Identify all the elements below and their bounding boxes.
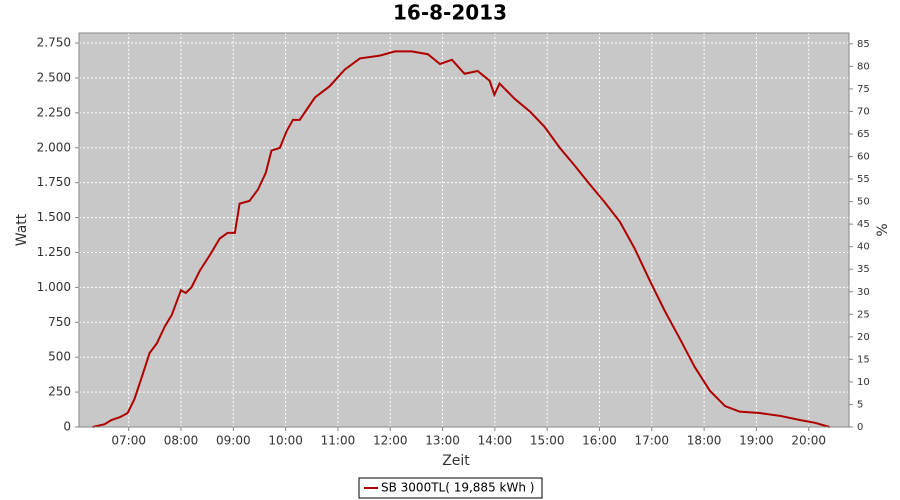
y2-tick-label: 30 xyxy=(857,287,870,298)
x-tick-label: 17:00 xyxy=(634,434,669,448)
y2-axis-label: % xyxy=(875,223,891,236)
y2-tick-label: 45 xyxy=(857,219,870,230)
x-tick-label: 14:00 xyxy=(478,434,513,448)
x-tick-label: 19:00 xyxy=(739,434,774,448)
y-tick-label: 0 xyxy=(63,420,71,434)
y2-tick-label: 65 xyxy=(857,129,870,140)
y-tick-label: 1.500 xyxy=(37,210,71,224)
y2-tick-label: 50 xyxy=(857,197,870,208)
y-tick-label: 1.750 xyxy=(37,175,71,189)
x-tick-label: 10:00 xyxy=(268,434,303,448)
y2-tick-label: 35 xyxy=(857,264,870,275)
y2-tick-label: 80 xyxy=(857,61,870,72)
y-tick-label: 1.000 xyxy=(37,280,71,294)
marks xyxy=(92,50,830,428)
plot-area xyxy=(79,33,849,427)
x-tick-label: 12:00 xyxy=(373,434,408,448)
x-tick-label: 07:00 xyxy=(111,434,146,448)
x-tick-label: 20:00 xyxy=(791,434,826,448)
y2-tick-label: 40 xyxy=(857,242,870,253)
y-tick-label: 2.000 xyxy=(37,140,71,154)
x-tick-label: 09:00 xyxy=(216,434,251,448)
line-series xyxy=(92,50,830,428)
y2-tick-label: 5 xyxy=(857,399,863,410)
y2-tick-label: 10 xyxy=(857,377,870,388)
y2-tick-label: 20 xyxy=(857,332,870,343)
y2-tick-label: 55 xyxy=(857,174,870,185)
x-tick-label: 08:00 xyxy=(164,434,199,448)
y2-tick-label: 75 xyxy=(857,84,870,95)
x-axis-label: Zeit xyxy=(442,453,470,469)
y2-tick-label: 70 xyxy=(857,106,870,117)
plot-border xyxy=(78,32,850,428)
chart-title: 16-8-2013 xyxy=(393,1,507,25)
y-tick-label: 1.250 xyxy=(37,245,71,259)
x-tick-label: 13:00 xyxy=(425,434,460,448)
y-tick-label: 2.750 xyxy=(37,36,71,50)
y2-tick-label: 25 xyxy=(857,309,870,320)
y-tick-label: 500 xyxy=(48,350,71,364)
legend-label: SB 3000TL( 19,885 kWh ) xyxy=(381,481,534,495)
y2-tick-label: 85 xyxy=(857,39,870,50)
legend xyxy=(358,477,543,499)
y-tick-label: 250 xyxy=(48,385,71,399)
x-tick-label: 11:00 xyxy=(321,434,356,448)
grid xyxy=(79,33,849,428)
x-tick-label: 18:00 xyxy=(687,434,722,448)
x-tick-label: 16:00 xyxy=(582,434,617,448)
y2-tick-label: 60 xyxy=(857,152,870,163)
y2-tick-label: 0 xyxy=(857,422,863,433)
y-tick-label: 2.250 xyxy=(37,105,71,119)
x-tick-label: 15:00 xyxy=(530,434,565,448)
y-tick-label: 2.500 xyxy=(37,70,71,84)
y-tick-label: 750 xyxy=(48,315,71,329)
y-axis-label: Watt xyxy=(14,213,30,246)
y2-tick-label: 15 xyxy=(857,354,870,365)
